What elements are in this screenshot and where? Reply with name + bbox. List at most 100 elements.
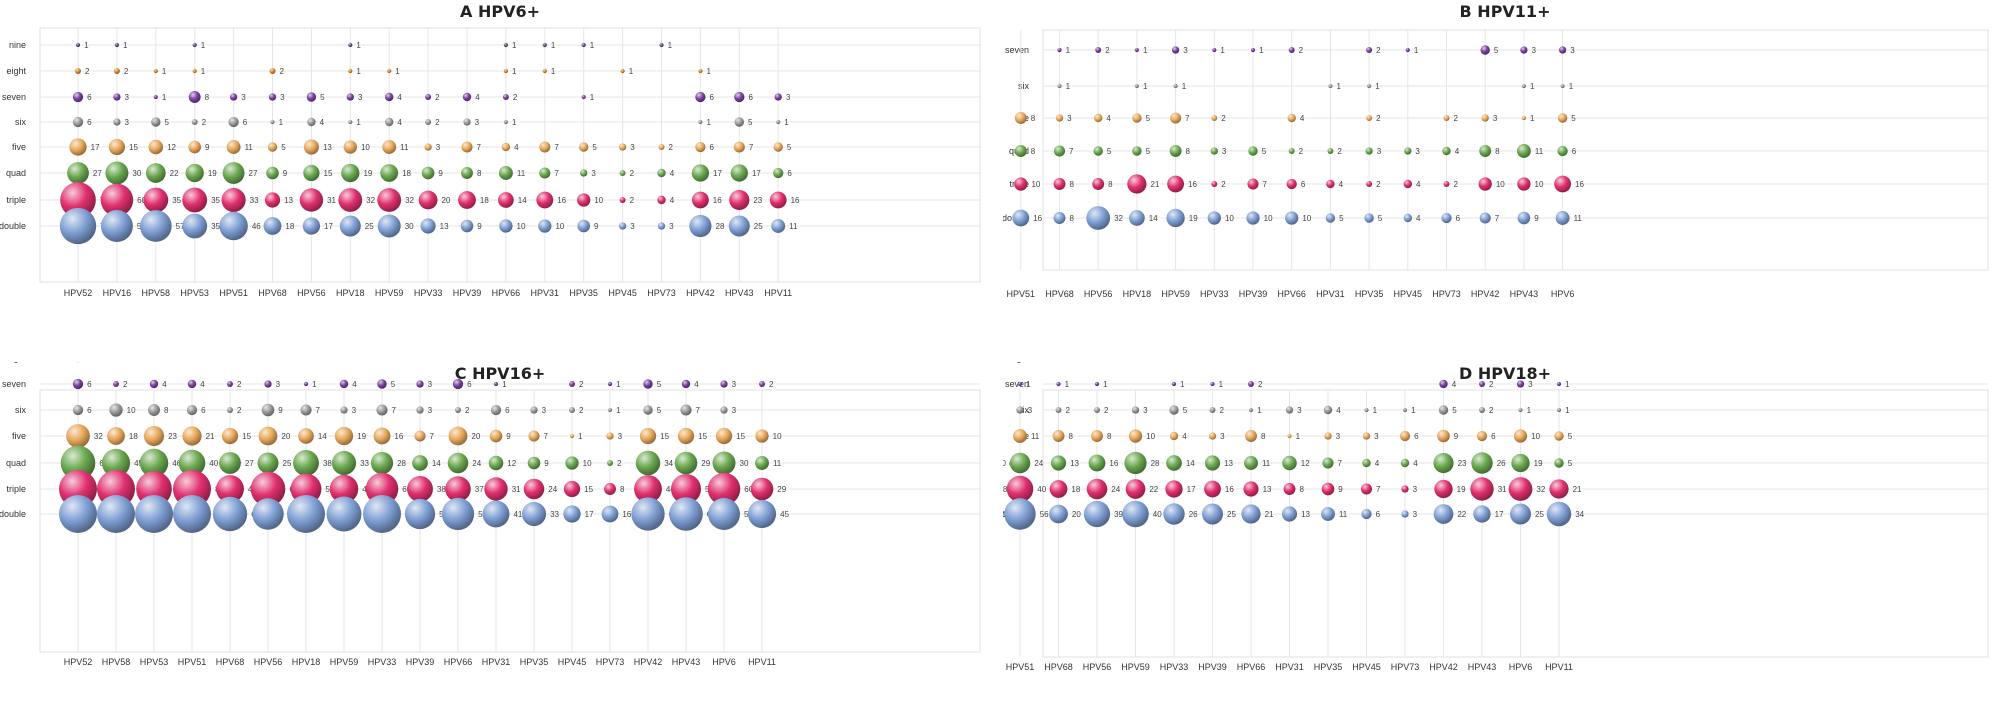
bubble-six [1479,407,1485,413]
bubble-triple [1014,177,1028,191]
data-label: 3 [1528,380,1533,389]
data-label: 3 [1532,46,1537,55]
bubble-quad [691,164,710,182]
bubble-seven [1171,46,1180,54]
data-label: 2 [161,362,166,363]
bubble-six [1285,406,1294,414]
data-label: 3 [276,380,281,389]
bubble-five [1208,432,1217,440]
bubble-seven [1516,380,1525,388]
data-label: 3 [352,406,357,415]
data-label: 1 [1527,406,1532,415]
bubble-five [715,427,733,445]
data-label: 2 [1337,147,1342,156]
data-label: 3 [1222,147,1227,156]
bubble-five [1287,433,1292,439]
data-label: 3 [630,143,635,152]
data-label: 8 [477,169,482,178]
bubble-five [1287,113,1296,123]
data-label: 31 [327,196,336,205]
bubble-six [1364,407,1369,413]
data-label: 3 [1183,46,1188,55]
bubble-quad [539,167,551,179]
data-label: 6 [1456,214,1461,223]
bubble-seven [72,91,84,103]
data-label: 28 [397,459,406,468]
data-label: 6 [505,406,510,415]
y-tick-label: nine [9,40,26,50]
bubble-five [1013,429,1027,443]
bubble-seven [1366,47,1373,53]
data-label: 2 [1489,406,1494,415]
bubble-quad [101,448,131,478]
bubble-triple [1366,181,1373,187]
bubble-nine [581,42,586,48]
data-label: 7 [544,432,549,441]
y-tick-label: quad [6,168,26,178]
data-label: 4 [670,169,675,178]
data-label: 40 [209,459,218,468]
bubble-six [1518,407,1523,413]
bubble-five [1476,430,1488,442]
bubble-triple [1434,479,1453,499]
bubble-quad [1088,454,1106,472]
data-label: 2 [1065,406,1070,415]
bubble-seven [1556,381,1562,387]
data-label: 1 [1257,406,1262,415]
data-label: 11 [773,459,782,468]
data-label: 5 [391,380,396,389]
data-label: 10 [1225,214,1234,223]
bubble-double [1401,510,1409,518]
bubble-quad [1442,146,1451,156]
data-label: 1 [201,67,206,76]
data-label: 7 [430,432,435,441]
data-label: 1 [388,362,393,363]
data-label: 60 [402,485,411,494]
bubble-quad [341,163,360,183]
bubble-six [227,407,233,413]
bubble-seven [1095,47,1102,53]
bubble-seven [695,91,706,103]
bubble-double [577,219,590,233]
bubble-triple [1165,480,1183,498]
bubble-seven [759,381,765,387]
bubble-five [1211,115,1218,121]
data-label: 8 [205,93,210,102]
bubble-double [97,495,135,533]
data-label: 21 [1151,180,1160,189]
bubble-quad [1169,145,1182,157]
bubble-seven [425,94,432,100]
bubble-double [302,217,321,235]
bubble-six [1556,407,1562,413]
x-tick-label: HPV66 [444,657,473,667]
bubble-quad [421,166,435,180]
bubble-five [1521,115,1526,121]
bubble-eight [192,68,197,74]
data-label: 5 [1339,214,1344,223]
data-label: 6 [1376,510,1381,519]
data-label: 6 [748,93,753,102]
x-tick-label: HPV56 [1084,289,1113,299]
x-tick-label: HPV51 [1006,662,1035,672]
bubble-seven [149,379,159,389]
x-tick-label: HPV39 [1198,662,1227,672]
y-tick-label: triple [6,195,26,205]
data-label: 10 [1302,214,1311,223]
bubble-six [1055,407,1062,413]
bubble-quad [607,460,613,466]
bubble-five [188,140,201,154]
data-label: 4 [200,380,205,389]
bubble-nine [114,42,119,48]
data-label: 13 [1070,459,1079,468]
bubble-double [1241,504,1261,524]
data-label: 14 [1186,459,1195,468]
bubble-quad [185,163,204,183]
x-tick-label: HPV6 [712,657,736,667]
data-label: 3 [280,93,285,102]
data-label: 8 [1031,147,1036,156]
bubble-double [689,214,712,238]
bubble-five [1557,113,1568,123]
data-label: 9 [1534,214,1539,223]
data-label: 9 [477,222,482,231]
data-label: 17 [91,143,100,152]
